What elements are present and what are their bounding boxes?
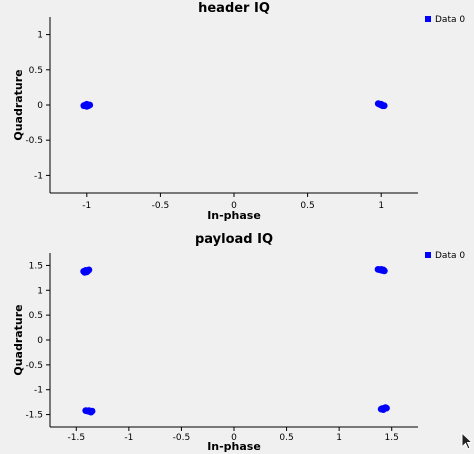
y-tick-label: -1.5 <box>25 411 43 421</box>
data-point <box>383 404 390 412</box>
y-tick-label: 0.5 <box>29 311 43 321</box>
x-tick-label: 1 <box>336 433 342 443</box>
x-tick-label: 1.5 <box>385 433 399 443</box>
x-tick-label: -0.5 <box>173 433 191 443</box>
x-tick-label: -1.5 <box>68 433 86 443</box>
y-tick-label: -1 <box>34 386 43 396</box>
x-tick-label: 0.5 <box>279 433 293 443</box>
x-tick-label: -0.5 <box>152 201 170 211</box>
y-axis-label: Quadrature <box>12 69 25 140</box>
x-tick-label: -1 <box>124 433 133 443</box>
data-point <box>85 266 93 274</box>
data-point <box>379 266 387 274</box>
legend-swatch <box>425 16 431 22</box>
y-tick-label: 0.5 <box>29 66 43 76</box>
plot-area <box>50 253 418 427</box>
data-point <box>83 103 91 110</box>
chart-1: payload IQ -1.5 -1 -0.5 0 0.5 1 1.5 -1.5 -1 -0.5 0 0… <box>12 232 465 453</box>
chart-title: header IQ <box>198 1 270 16</box>
y-tick-label: -0.5 <box>25 136 43 146</box>
x-tick-label: 1 <box>378 201 384 211</box>
legend-label: Data 0 <box>435 15 465 25</box>
x-tick-label: -1 <box>82 201 91 211</box>
x-axis-label: In-phase <box>207 440 261 453</box>
y-tick-label: 0 <box>37 101 43 111</box>
y-tick-label: 1.5 <box>29 261 43 271</box>
data-point <box>377 100 385 108</box>
x-tick-label: 0.5 <box>300 201 314 211</box>
x-tick-label: 0 <box>231 201 237 211</box>
y-tick-label: -1 <box>34 171 43 181</box>
x-axis-label: In-phase <box>207 209 261 222</box>
y-tick-label: -0.5 <box>25 361 43 371</box>
y-tick-label: 1 <box>37 286 43 296</box>
legend-label: Data 0 <box>435 251 465 261</box>
y-tick-label: 1 <box>37 31 43 41</box>
y-tick-label: 0 <box>37 336 43 346</box>
y-axis-label: Quadrature <box>12 304 25 375</box>
mouse-cursor-icon <box>461 432 473 450</box>
data-point <box>87 408 95 416</box>
x-tick-label: 0 <box>231 433 237 443</box>
chart-title: payload IQ <box>195 232 273 247</box>
chart-0: header IQ -1 -0.5 0 0.5 1 -1 -0.5 0 0.5 1 In-phase Q… <box>12 1 465 222</box>
data-point <box>377 405 385 413</box>
legend-swatch <box>425 252 431 258</box>
plot-area <box>50 17 418 193</box>
